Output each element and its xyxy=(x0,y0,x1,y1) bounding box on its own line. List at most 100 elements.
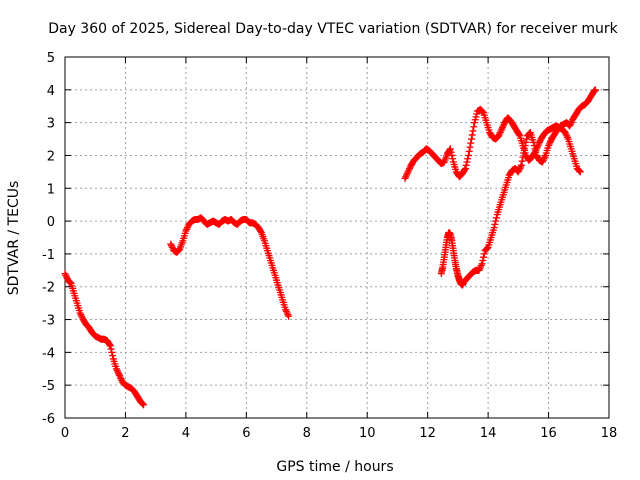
data-point-marker xyxy=(495,130,503,138)
y-tick-label: -4 xyxy=(42,346,55,361)
data-point-marker xyxy=(107,345,115,353)
data-point-marker xyxy=(285,312,293,320)
data-point-marker xyxy=(108,348,116,356)
y-tick-label: 5 xyxy=(47,51,55,66)
data-point-marker xyxy=(515,166,523,174)
y-tick-label: 3 xyxy=(47,117,55,132)
data-point-marker xyxy=(405,166,413,174)
data-point-marker xyxy=(182,227,190,235)
data-point-marker xyxy=(492,217,500,225)
data-point-marker xyxy=(468,131,476,139)
data-point-marker xyxy=(113,366,121,374)
data-point-marker xyxy=(563,132,571,140)
data-point-marker xyxy=(515,131,523,139)
data-point-marker xyxy=(477,261,485,269)
x-tick-label: 10 xyxy=(359,426,376,441)
x-tick-label: 18 xyxy=(601,426,618,441)
data-point-marker xyxy=(117,375,125,383)
data-point-marker xyxy=(483,245,491,253)
data-point-marker xyxy=(402,173,410,181)
data-point-marker xyxy=(539,158,547,166)
data-point-marker xyxy=(109,352,117,360)
data-point-marker xyxy=(446,145,454,153)
x-tick-label: 0 xyxy=(61,426,69,441)
data-point-marker xyxy=(498,124,506,132)
data-point-marker xyxy=(448,151,456,159)
y-tick-label: 2 xyxy=(47,149,55,164)
data-point-marker xyxy=(483,244,491,252)
data-point-marker xyxy=(461,165,469,173)
data-point-marker xyxy=(526,129,534,137)
data-point-marker xyxy=(561,128,569,136)
data-point-marker xyxy=(479,108,487,116)
data-points xyxy=(61,86,599,409)
data-point-marker xyxy=(490,224,498,232)
data-point-marker xyxy=(517,161,525,169)
data-point-marker xyxy=(78,312,86,320)
y-tick-label: -5 xyxy=(42,379,55,394)
x-tick-label: 6 xyxy=(242,426,250,441)
data-point-marker xyxy=(576,167,584,175)
y-tick-label: 1 xyxy=(47,182,55,197)
data-point-marker xyxy=(139,400,147,408)
data-point-marker xyxy=(519,153,527,161)
x-tick-label: 14 xyxy=(480,426,497,441)
data-point-marker xyxy=(464,151,472,159)
y-tick-label: 0 xyxy=(47,215,55,230)
data-point-marker xyxy=(115,371,123,379)
data-point-marker xyxy=(467,139,475,147)
data-point-marker xyxy=(514,168,522,176)
y-tick-labels: -6 -5 -4 -3 -2 -1 0 1 2 3 4 5 xyxy=(42,51,55,427)
data-point-marker xyxy=(491,220,499,228)
data-point-marker xyxy=(174,247,182,255)
data-point-marker xyxy=(465,147,473,155)
data-point-marker xyxy=(461,166,469,174)
data-point-marker xyxy=(470,123,478,131)
data-point-marker xyxy=(403,171,411,179)
x-tick-labels: 0 2 4 6 8 10 12 14 16 18 xyxy=(61,426,617,441)
axis-ticks xyxy=(64,56,610,419)
data-point-marker xyxy=(546,138,554,146)
data-point-marker xyxy=(532,148,540,156)
y-tick-label: -2 xyxy=(42,281,55,296)
data-point-marker xyxy=(563,133,571,141)
data-point-marker xyxy=(61,270,69,278)
data-point-marker xyxy=(566,120,574,128)
data-point-marker xyxy=(575,166,583,174)
data-point-marker xyxy=(479,256,487,264)
data-point-marker xyxy=(523,135,531,143)
data-point-marker xyxy=(480,253,488,261)
y-axis-label: SDTVAR / TECUs xyxy=(6,181,22,296)
data-point-marker xyxy=(114,368,122,376)
data-point-marker xyxy=(497,127,505,135)
data-point-marker xyxy=(463,158,471,166)
data-point-marker xyxy=(469,127,477,135)
data-point-marker xyxy=(168,243,176,251)
data-point-marker xyxy=(576,168,584,176)
data-point-marker xyxy=(447,148,455,156)
data-point-marker xyxy=(138,399,146,407)
data-point-marker xyxy=(76,309,84,317)
data-point-marker xyxy=(529,138,537,146)
data-point-marker xyxy=(475,266,483,274)
data-point-marker xyxy=(531,145,539,153)
data-point-marker xyxy=(467,135,475,143)
data-point-marker xyxy=(284,311,292,319)
data-point-marker xyxy=(535,140,543,148)
data-point-marker xyxy=(591,86,599,94)
data-point-marker xyxy=(401,174,409,182)
data-point-marker xyxy=(464,155,472,163)
plot-frame xyxy=(64,56,610,419)
data-point-marker xyxy=(283,309,291,317)
data-point-marker xyxy=(521,142,529,150)
data-point-marker xyxy=(183,224,191,232)
data-point-marker xyxy=(403,170,411,178)
x-tick-label: 16 xyxy=(540,426,557,441)
y-tick-label: -1 xyxy=(42,248,55,263)
y-tick-label: -6 xyxy=(42,412,55,427)
x-tick-label: 2 xyxy=(121,426,129,441)
data-point-marker xyxy=(545,142,553,150)
x-tick-label: 12 xyxy=(419,426,436,441)
data-point-marker xyxy=(257,227,265,235)
